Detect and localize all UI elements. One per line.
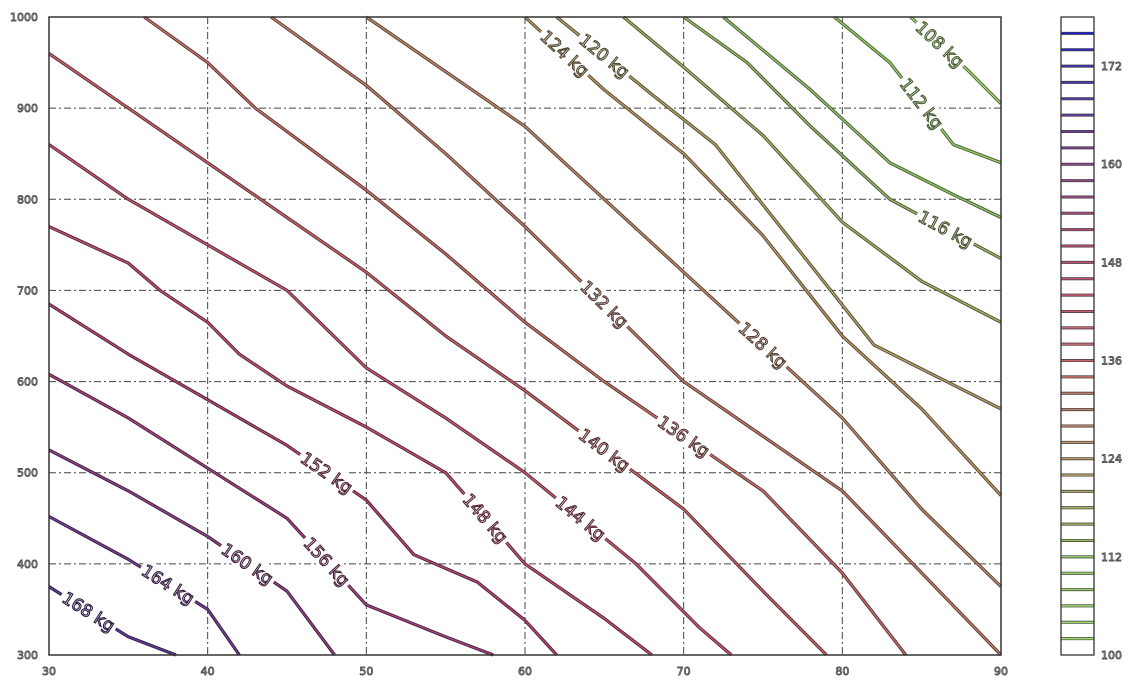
y-tick-label: 400	[17, 558, 38, 571]
contour-label-background	[535, 23, 596, 82]
colorbar-frame	[1060, 16, 1095, 656]
colorbar-tick-label: 124	[1101, 453, 1122, 466]
contour-line-160	[48, 449, 336, 656]
colorbar-tick-label: 160	[1101, 158, 1122, 171]
contour-label-background	[136, 557, 201, 610]
contour-line-148	[48, 225, 653, 656]
y-tick-label: 300	[17, 649, 38, 662]
x-tick-label: 40	[201, 665, 215, 678]
contour-label-background	[895, 71, 950, 135]
contour-label-background	[298, 530, 357, 592]
colorbar-tick-label: 100	[1101, 649, 1122, 662]
contour-line-124	[524, 16, 1002, 496]
contour-line-156	[48, 373, 494, 656]
contour-label-background	[733, 315, 794, 374]
x-tick-label: 90	[994, 665, 1008, 678]
x-tick-label: 50	[359, 665, 373, 678]
contour-line-120	[556, 16, 1002, 410]
contour-label-background	[913, 204, 979, 252]
colorbar-tick-label: 148	[1101, 256, 1122, 269]
contour-label-background	[457, 486, 515, 549]
contour-line-136	[143, 16, 907, 656]
contour-line-144	[48, 144, 732, 656]
contour-line-114	[722, 16, 1002, 219]
contour-line-140	[48, 52, 827, 656]
colorbar-tick-label: 112	[1101, 551, 1122, 564]
plot-area-frame	[48, 16, 1002, 656]
colorbar-tick-label: 136	[1101, 355, 1122, 368]
y-tick-label: 700	[17, 284, 38, 297]
x-tick-label: 30	[42, 665, 56, 678]
contour-label-background	[550, 489, 613, 546]
y-tick-label: 1000	[10, 11, 38, 24]
contour-line-132	[270, 16, 1002, 656]
contour-label-background	[215, 536, 280, 590]
y-tick-label: 900	[17, 102, 38, 115]
contour-label-background	[652, 409, 717, 462]
y-tick-label: 500	[17, 467, 38, 480]
contour-label-background	[573, 421, 637, 477]
contour-label-background	[573, 27, 637, 83]
colorbar: 100 112 124 136 148 160 172	[1060, 16, 1122, 662]
contour-line-128	[365, 16, 1002, 588]
contour-line-118	[622, 16, 1002, 323]
x-tick-label: 80	[835, 665, 849, 678]
y-tick-label: 800	[17, 193, 38, 206]
y-tick-label: 600	[17, 376, 38, 389]
contour-label-background	[575, 273, 635, 333]
x-tick-label: 70	[677, 665, 691, 678]
colorbar-tick-label: 172	[1101, 60, 1122, 73]
contour-label-background	[295, 445, 360, 499]
contour-label-background	[56, 585, 122, 637]
contour-label-background	[910, 14, 971, 73]
contour-line-152	[48, 303, 558, 656]
axis-ticks: 30 40 50 60 70 80 90 300 400 500 600 700 800 900 1000	[10, 11, 1009, 679]
x-tick-label: 60	[518, 665, 532, 678]
